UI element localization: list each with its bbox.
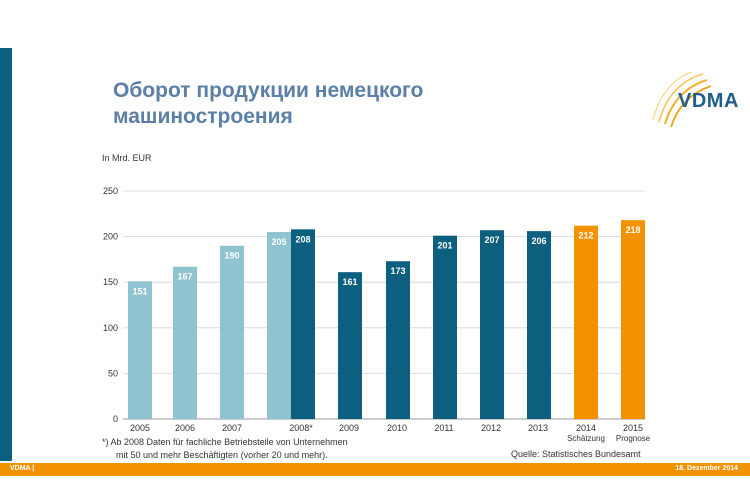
footnote-line-1: *) Ab 2008 Daten für fachliche Betriebst… [102, 437, 348, 447]
y-tick-label: 0 [113, 414, 118, 424]
bar [480, 230, 504, 419]
x-tick-label: 2013 [528, 423, 548, 433]
bar-value-label: 161 [342, 277, 357, 287]
bar [128, 281, 152, 419]
x-tick-label: 2006 [175, 423, 195, 433]
y-tick-label: 100 [103, 323, 118, 333]
footnote-line-2: mit 50 und mehr Beschäftigten (vorher 20… [116, 450, 328, 460]
vdma-logo: VDMA [678, 90, 739, 112]
bar [220, 245, 244, 419]
bar-value-label: 208 [295, 234, 310, 244]
x-tick-label: 2009 [339, 423, 359, 433]
bar-value-label: 173 [390, 266, 405, 276]
x-tick-label: 2011 [434, 423, 453, 433]
x-tick-label: 2012 [481, 423, 501, 433]
x-tick-label: 2014 [576, 423, 596, 433]
chart-title: Оборот продукции немецкого машиностроени… [113, 79, 424, 128]
bar [173, 266, 197, 419]
bar-value-label: 201 [437, 241, 452, 251]
bar-value-label: 205 [271, 237, 286, 247]
vdma-logo-arcs-icon [652, 72, 712, 128]
bar-value-label: 207 [484, 235, 499, 245]
bar-value-label: 218 [625, 225, 640, 235]
bar [338, 272, 362, 419]
footer-left: VDMA | [10, 465, 35, 472]
bar [574, 225, 598, 419]
bar-value-label: 167 [177, 272, 192, 282]
bar [291, 229, 315, 419]
bottom-bar [0, 463, 750, 476]
source-note: Quelle: Statistisches Bundesamt [511, 449, 641, 459]
accent-bar [0, 48, 12, 461]
bar [527, 231, 551, 419]
bar [267, 232, 291, 419]
bar-value-label: 206 [531, 236, 546, 246]
unit-label: In Mrd. EUR [102, 153, 152, 163]
x-tick-label: 2010 [387, 423, 407, 433]
x-tick-sublabel: Schätzung [567, 434, 605, 443]
y-tick-label: 250 [103, 186, 118, 196]
x-tick-label: 2005 [130, 423, 150, 433]
x-tick-label: 2007 [222, 423, 242, 433]
footnote: *) Ab 2008 Daten für fachliche Betriebst… [102, 436, 348, 462]
y-tick-label: 200 [103, 232, 118, 242]
bar [621, 220, 645, 419]
x-tick-sublabel: Prognose [616, 434, 651, 443]
footer-date: 18. Dezember 2014 [675, 465, 738, 472]
bar-value-label: 190 [224, 251, 239, 261]
bar-value-label: 212 [578, 231, 593, 241]
bar-value-label: 151 [132, 286, 147, 296]
x-tick-label: 2008* [289, 423, 313, 433]
y-tick-label: 50 [108, 368, 118, 378]
x-tick-label: 2015 [623, 423, 643, 433]
bar [433, 235, 457, 419]
y-tick-label: 150 [103, 277, 118, 287]
bar [386, 261, 410, 419]
